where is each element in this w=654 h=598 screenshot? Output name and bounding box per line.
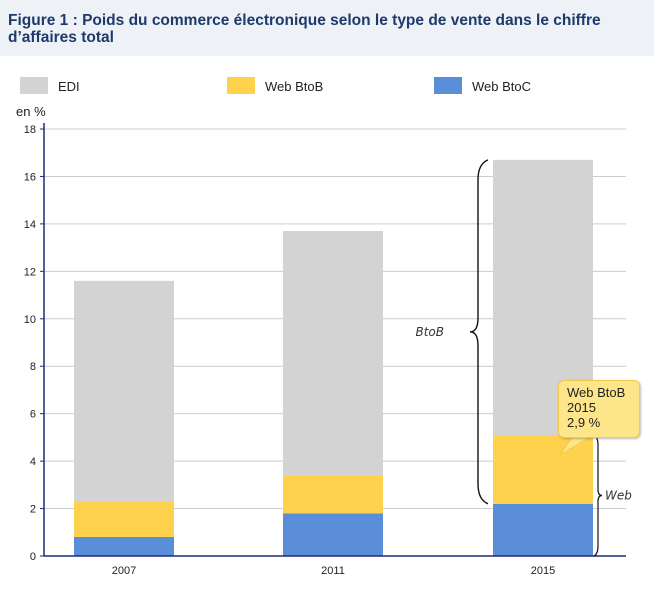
web-annotation: Web <box>605 489 632 503</box>
legend-swatch <box>227 77 255 94</box>
tooltip: Web BtoB 2015 2,9 % <box>558 380 640 438</box>
bar-web-btob-2007[interactable] <box>74 501 174 538</box>
legend-swatch <box>20 77 48 94</box>
web-brace <box>593 434 603 557</box>
legend-label: Web BtoB <box>265 79 323 94</box>
bar-web-btob-2015[interactable] <box>493 435 593 504</box>
bar-edi-2011[interactable] <box>283 231 383 476</box>
bar-web-btoc-2007[interactable] <box>74 537 174 556</box>
y-tick-label: 10 <box>24 314 36 326</box>
annotations: BtoB Web <box>415 159 632 557</box>
y-tick-label: 12 <box>24 266 36 278</box>
tooltip-value: 2,9 % <box>567 415 601 430</box>
y-tick-label: 0 <box>30 551 36 563</box>
legend-label: Web BtoC <box>472 79 531 94</box>
bar-web-btoc-2015[interactable] <box>493 503 593 556</box>
y-tick-label: 2 <box>30 504 36 516</box>
title-banner: Figure 1 : Poids du commerce électroniqu… <box>0 0 654 56</box>
y-tick-label: 6 <box>30 409 36 421</box>
btob-annotation: BtoB <box>415 325 444 339</box>
tooltip-category: 2015 <box>567 400 596 415</box>
y-tick-label: 14 <box>24 219 36 231</box>
axis-ticks: 0 2 4 6 8 10 12 14 16 18 2007 2011 2015 <box>24 124 555 577</box>
y-tick-label: 16 <box>24 171 36 183</box>
x-tick-label: 2007 <box>112 565 136 577</box>
tooltip-series: Web BtoB <box>567 385 626 400</box>
y-tick-label: 4 <box>30 456 36 468</box>
legend-swatch <box>434 77 462 94</box>
btob-brace <box>469 159 489 505</box>
bars <box>74 159 593 556</box>
chart-title: Figure 1 : Poids du commerce électroniqu… <box>8 12 601 46</box>
axes <box>43 123 626 557</box>
y-tick-label: 18 <box>24 124 36 136</box>
y-tick-label: 8 <box>30 361 36 373</box>
bar-edi-2007[interactable] <box>74 280 174 502</box>
bar-web-btoc-2011[interactable] <box>283 513 383 556</box>
legend: EDI Web BtoB Web BtoC <box>20 77 531 94</box>
x-tick-label: 2011 <box>321 565 345 577</box>
y-axis-label: en % <box>16 104 46 119</box>
x-tick-label: 2015 <box>531 565 555 577</box>
legend-label: EDI <box>58 79 80 94</box>
bar-web-btob-2011[interactable] <box>283 475 383 514</box>
